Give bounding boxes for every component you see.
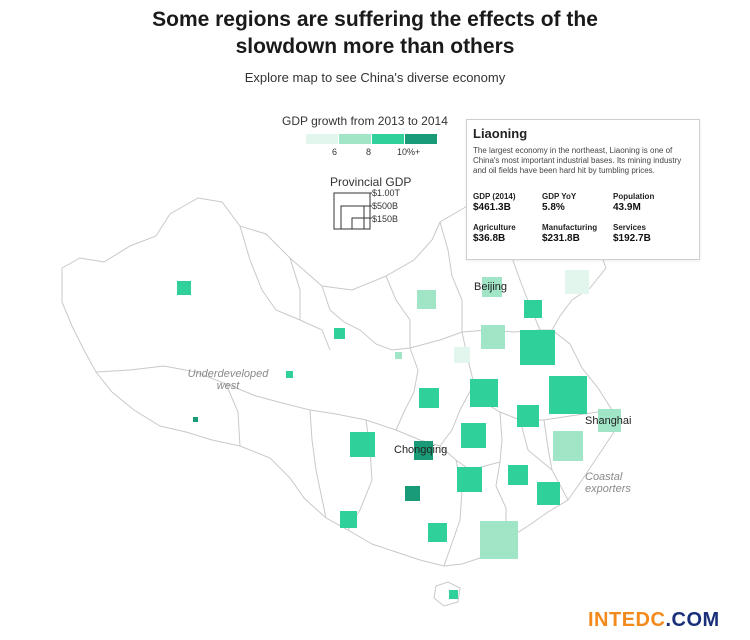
stat-label: Agriculture [473,223,516,232]
gdp-legend-title: Provincial GDP [330,175,412,189]
square-beijing[interactable] [482,277,502,297]
gdp-legend-label-150b: $150B [372,214,399,224]
stat-value: 5.8% [542,202,565,213]
square-guangdong[interactable] [480,521,518,559]
square-jiangsu[interactable] [549,376,587,414]
square-sichuan[interactable] [350,432,375,457]
square-jiangxi[interactable] [508,465,528,485]
square-shandong[interactable] [520,330,555,365]
watermark-part-1: INTEDC [588,609,666,631]
stat-label: Services [613,223,646,232]
legend-swatch-1 [306,134,338,144]
legend-tick-10: 10%+ [397,147,421,157]
square-liaoning[interactable] [565,270,589,294]
square-yunnan[interactable] [340,511,357,528]
growth-legend-title: GDP growth from 2013 to 2014 [282,114,448,128]
gdp-legend-label-1t: $1.00T [372,188,401,198]
stat-label: Population [613,192,655,201]
headline: Some regions are suffering the effects o… [0,6,750,60]
stat-label: GDP (2014) [473,192,516,201]
headline-line-1: Some regions are suffering the effects o… [152,8,598,31]
province-info-card: Liaoning The largest economy in the nort… [466,119,700,260]
stat-value: $192.7B [613,233,651,244]
square-inner-mongolia[interactable] [417,290,436,309]
label-chongqing: Chongqing [394,444,448,456]
legend-swatch-4 [405,134,437,144]
note-coast-line-2: exporters [585,483,631,495]
gdp-legend-label-500b: $500B [372,201,399,211]
square-guangxi[interactable] [428,523,447,542]
square-chongqing[interactable] [414,441,433,460]
headline-line-2: slowdown more than others [235,35,515,58]
stat-value: $36.8B [473,233,506,244]
card-title: Liaoning [473,126,528,141]
note-underdeveloped-west: Underdeveloped west [183,368,273,392]
label-shanghai: Shanghai [585,415,632,427]
card-description: The largest economy in the northeast, Li… [473,146,682,175]
growth-legend-bar [306,134,438,144]
square-shanghai[interactable] [598,409,621,432]
square-hubei[interactable] [461,423,486,448]
square-xinjiang[interactable] [177,281,191,295]
legend-swatch-2 [339,134,371,144]
stat-agriculture: Agriculture $36.8B [473,223,516,244]
note-west-line-2: west [216,380,240,392]
square-shaanxi[interactable] [419,388,439,408]
square-tibet[interactable] [193,417,198,422]
stat-label: GDP YoY [542,192,577,201]
stat-value: 43.9M [613,202,641,213]
square-zhejiang[interactable] [553,431,583,461]
stat-label: Manufacturing [542,223,598,232]
note-coast-line-1: Coastal [585,471,623,483]
square-gansu[interactable] [334,328,345,339]
province-squares[interactable] [177,270,621,599]
watermark-logo: INTEDC.COM [588,609,720,632]
stat-population: Population 43.9M [613,192,654,213]
legend-tick-8: 8 [366,147,372,157]
stat-gdp: GDP (2014) $461.3B [473,192,516,213]
note-west-line-1: Underdeveloped [187,368,269,380]
square-ningxia[interactable] [395,352,402,359]
gdp-size-legend [333,192,372,230]
china-outline [61,183,619,567]
legend-swatch-3 [372,134,404,144]
square-qinghai[interactable] [286,371,293,378]
note-coastal-exporters: Coastal exporters [585,471,631,495]
legend-tick-6: 6 [332,147,338,157]
square-shanxi[interactable] [454,347,470,363]
stat-services: Services $192.7B [613,223,651,244]
stat-manufacturing: Manufacturing $231.8B [542,223,597,244]
square-fujian[interactable] [537,482,560,505]
square-hainan[interactable] [449,590,458,599]
hainan-outline [433,581,461,607]
square-hunan[interactable] [457,467,482,492]
label-beijing: Beijing [474,281,508,293]
watermark-part-2: .COM [665,609,720,631]
subtitle: Explore map to see China's diverse econo… [244,70,506,85]
stat-value: $231.8B [542,233,580,244]
square-tianjin[interactable] [524,300,542,318]
square-anhui[interactable] [517,405,539,427]
square-henan[interactable] [470,379,498,407]
square-hebei[interactable] [481,325,505,349]
square-guizhou[interactable] [405,486,420,501]
stat-value: $461.3B [473,202,511,213]
stat-gdp-yoy: GDP YoY 5.8% [542,192,576,213]
